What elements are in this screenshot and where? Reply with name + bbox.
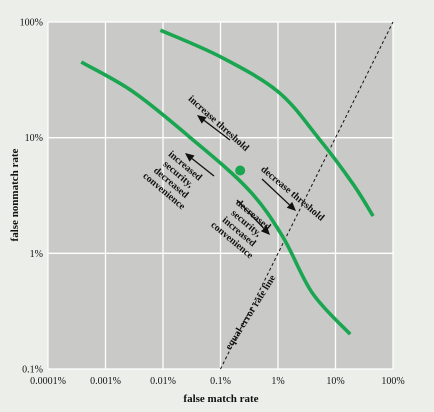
y-tick-labels: 0.1% 1% 10% 100%: [20, 18, 43, 376]
y-tick-label: 10%: [25, 133, 43, 144]
arrows: [185, 115, 296, 235]
det-curve-1: [80, 60, 352, 336]
x-tick-label: 0.01%: [150, 376, 176, 387]
decrease-threshold-arrow: [261, 178, 296, 211]
y-axis-title: false nonmatch rate: [9, 148, 21, 241]
equal-error-rate-line-group: [220, 21, 394, 370]
y-tick-label: 1%: [30, 249, 43, 260]
det-curve-2: [159, 28, 375, 218]
decreased-security-arrow: [236, 199, 270, 235]
increase-threshold-arrow: [197, 115, 231, 141]
x-tick-label: 0.0001%: [30, 376, 66, 387]
x-tick-label: 10%: [326, 376, 344, 387]
x-axis-title: false match rate: [183, 393, 258, 405]
equal-error-rate-line: [220, 21, 394, 370]
x-tick-label: 1%: [271, 376, 284, 387]
y-tick-label: 0.1%: [22, 365, 43, 376]
x-tick-label: 0.1%: [210, 376, 231, 387]
operating-point-marker: [235, 165, 246, 176]
x-tick-labels: 0.0001% 0.001% 0.01% 0.1% 1% 10% 100%: [30, 376, 405, 387]
increased-security-arrow: [185, 153, 215, 177]
curves: [80, 28, 375, 336]
x-tick-label: 100%: [381, 376, 404, 387]
y-tick-label: 100%: [20, 18, 43, 29]
x-tick-label: 0.001%: [90, 376, 121, 387]
